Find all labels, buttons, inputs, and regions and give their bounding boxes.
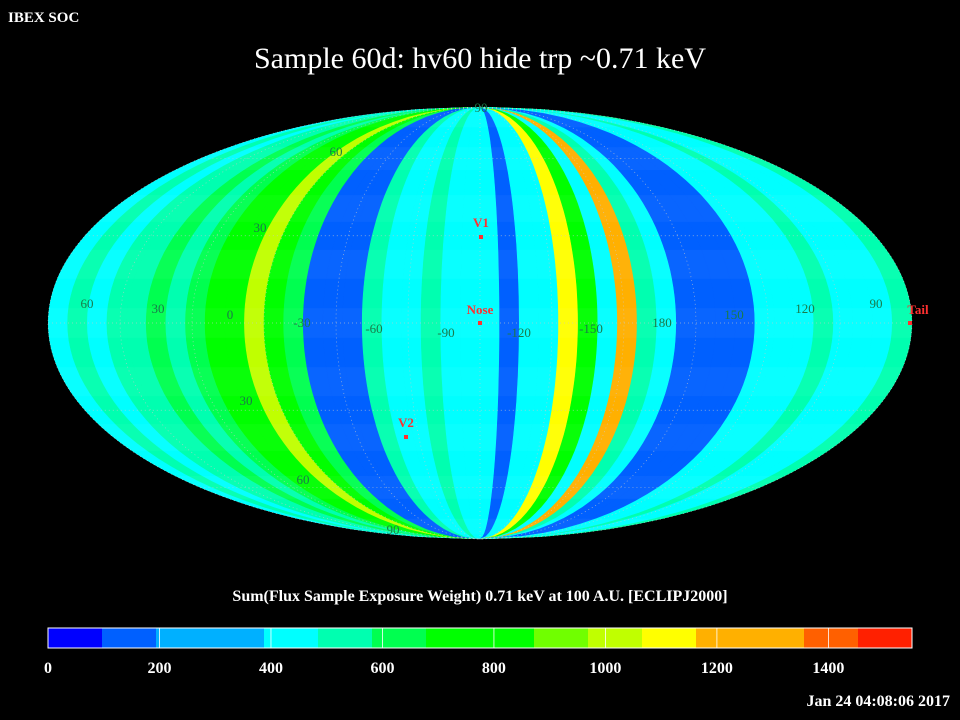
colorbar-tick-label: 200 — [147, 660, 172, 677]
colorbar — [47, 627, 913, 649]
colorbar-segment — [372, 628, 427, 648]
latitude-labels: 90 60 30 30 60 90 — [240, 100, 488, 537]
colorbar-segment — [642, 628, 697, 648]
marker-dot — [908, 321, 912, 325]
meridian-line — [119, 106, 481, 540]
meridian-line — [479, 106, 913, 540]
longitude-label: 90 — [870, 296, 883, 311]
meridian-line — [47, 106, 481, 540]
colorbar-segment — [696, 628, 751, 648]
longitude-label: -60 — [365, 321, 382, 336]
marker-label-nose: Nose — [467, 302, 494, 317]
longitude-label: 180 — [652, 315, 672, 330]
latitude-label: 30 — [254, 220, 267, 235]
colorbar-tick-label: 800 — [481, 660, 506, 677]
latitude-shade — [40, 424, 920, 451]
marker-label-tail: Tail — [907, 302, 929, 317]
colorbar-tick-label: 1400 — [812, 660, 845, 677]
colorbar-segment — [48, 628, 103, 648]
longitude-labels: 60 30 0 -30 -60 -90 -120 -150 180 150 120 90 — [81, 296, 883, 340]
source-label: IBEX SOC — [8, 10, 80, 26]
longitude-label: 150 — [724, 307, 744, 322]
longitude-label: 60 — [81, 296, 94, 311]
longitude-label: 30 — [152, 301, 165, 316]
colorbar-tick-label: 0 — [44, 660, 52, 677]
latitude-shade — [40, 250, 920, 279]
colorbar-segment — [156, 628, 211, 648]
colorbar-segment — [858, 628, 913, 648]
colorbar-segment — [426, 628, 481, 648]
latitude-label: 60 — [330, 144, 343, 159]
latitude-shade — [40, 147, 920, 170]
longitude-label: 120 — [795, 301, 815, 316]
latitude-label: 30 — [240, 393, 253, 408]
longitude-label: -150 — [579, 321, 603, 336]
marker-dot — [404, 435, 408, 439]
markers: V1 Nose V2 Tail — [398, 215, 929, 439]
colorbar-tick-label: 1000 — [589, 660, 622, 677]
colorbar-segment — [534, 628, 589, 648]
timestamp: Jan 24 04:08:06 2017 — [806, 693, 950, 710]
marker-dot — [479, 235, 483, 239]
latitude-label: 90 — [387, 522, 400, 537]
colorbar-tick-label: 400 — [258, 660, 283, 677]
marker-label-v1: V1 — [473, 215, 489, 230]
colorbar-border — [47, 627, 913, 649]
chart-title: Sample 60d: hv60 hide trp ~0.71 keV — [253, 42, 706, 75]
colorbar-segment — [264, 628, 319, 648]
latitude-label: 60 — [297, 472, 310, 487]
meridian-line — [335, 106, 481, 540]
marker-label-v2: V2 — [398, 415, 414, 430]
colorbar-segment — [318, 628, 373, 648]
longitude-label: 0 — [227, 307, 234, 322]
latitude-label: 90 — [475, 100, 488, 115]
colorbar-segment — [102, 628, 157, 648]
colorbar-segment — [210, 628, 265, 648]
colorbar-segment — [804, 628, 859, 648]
longitude-label: -120 — [507, 325, 531, 340]
colorbar-segment — [588, 628, 643, 648]
colorbar-segment — [750, 628, 805, 648]
colorbar-segment — [480, 628, 535, 648]
colorbar-caption: Sum(Flux Sample Exposure Weight) 0.71 ke… — [232, 588, 728, 605]
colorbar-tick-label: 600 — [370, 660, 395, 677]
longitude-label: -30 — [293, 315, 310, 330]
flux-bands — [40, 107, 920, 539]
marker-dot — [478, 321, 482, 325]
longitude-label: -90 — [437, 325, 454, 340]
colorbar-tick-label: 1200 — [700, 660, 733, 677]
